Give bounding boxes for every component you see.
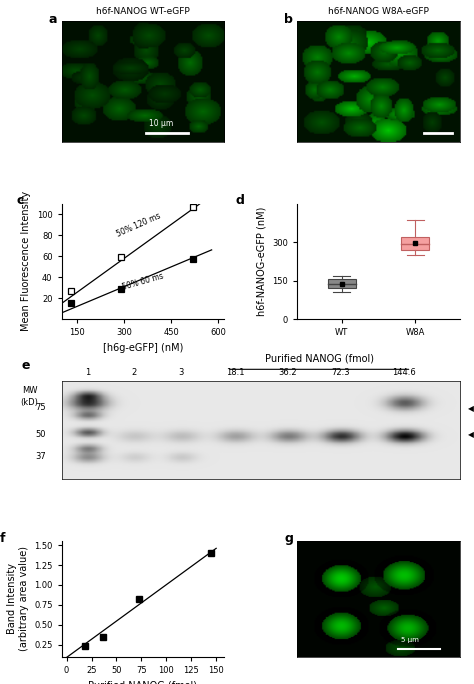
- Text: c: c: [16, 194, 24, 207]
- Text: 37: 37: [35, 452, 46, 461]
- Text: 50% 120 ms: 50% 120 ms: [115, 212, 162, 239]
- Text: b: b: [284, 13, 293, 26]
- Text: Purified NANOG (fmol): Purified NANOG (fmol): [265, 354, 374, 363]
- Text: 2: 2: [132, 368, 137, 377]
- Text: 18.1: 18.1: [226, 368, 244, 377]
- Text: 10 μm: 10 μm: [149, 119, 173, 128]
- Text: 50: 50: [35, 430, 46, 438]
- Bar: [328, 279, 356, 288]
- Text: 5 μm: 5 μm: [401, 637, 419, 643]
- Text: d: d: [236, 194, 245, 207]
- Text: a: a: [49, 13, 57, 26]
- Text: 72.3: 72.3: [331, 368, 350, 377]
- Y-axis label: Mean Fluorescence Intensity: Mean Fluorescence Intensity: [21, 192, 31, 332]
- X-axis label: Purified NANOG (fmol): Purified NANOG (fmol): [88, 680, 197, 684]
- Text: MW: MW: [22, 386, 38, 395]
- Y-axis label: Band Intensity
(arbitrary area value): Band Intensity (arbitrary area value): [7, 547, 28, 651]
- Text: ◀ Endogenous NANOG: ◀ Endogenous NANOG: [468, 430, 474, 438]
- Text: 1: 1: [85, 368, 90, 377]
- Text: 75: 75: [35, 403, 46, 412]
- Text: h6f-NANOG WT-eGFP: h6f-NANOG WT-eGFP: [96, 7, 190, 16]
- Text: ◀ h6f-NANOG WT-eGFP: ◀ h6f-NANOG WT-eGFP: [468, 403, 474, 412]
- Text: h6f-NANOG W8A-eGFP: h6f-NANOG W8A-eGFP: [328, 7, 429, 16]
- Y-axis label: h6f-NANOG-eGFP (nM): h6f-NANOG-eGFP (nM): [257, 207, 267, 316]
- Text: (kD): (kD): [20, 398, 38, 407]
- Text: 50% 60 ms: 50% 60 ms: [121, 272, 164, 292]
- Text: g: g: [284, 532, 293, 545]
- X-axis label: [h6g-eGFP] (nM): [h6g-eGFP] (nM): [103, 343, 183, 353]
- Text: 144.6: 144.6: [392, 368, 415, 377]
- Text: 3: 3: [178, 368, 184, 377]
- Text: 36.2: 36.2: [278, 368, 297, 377]
- Bar: [401, 237, 429, 250]
- Text: f: f: [0, 532, 5, 545]
- Text: e: e: [22, 360, 30, 373]
